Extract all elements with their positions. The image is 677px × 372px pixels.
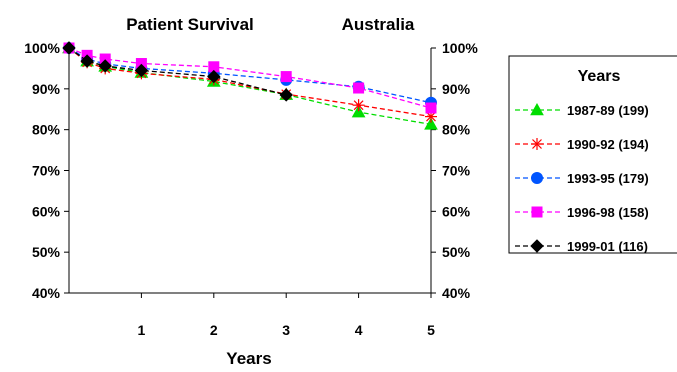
legend-items: 1987-89 (199) 1990-92 (194) 1993-95 (179) 1… [515,102,649,254]
y-tick-label-left: 100% [24,40,60,56]
legend-label: 1987-89 (199) [567,103,649,118]
legend-item: 1999-01 (116) [515,239,648,254]
legend-marker [531,138,543,150]
data-point [353,82,365,94]
series-group [62,40,438,130]
x-tick-label: 4 [355,322,363,338]
data-point [279,88,293,102]
legend-label: 1999-01 (116) [567,239,648,254]
y-tick-label-left: 90% [32,81,61,97]
data-point [80,54,94,68]
y-tick-label-right: 90% [442,81,471,97]
series-1 [63,42,437,123]
data-point [424,117,438,130]
series-2 [63,42,437,109]
x-tick-label: 3 [282,322,290,338]
legend-title: Years [578,68,621,85]
series-line [68,47,432,109]
axes [64,47,436,298]
legend-box [508,55,677,254]
data-point [425,102,437,114]
legend-marker [531,172,543,184]
legend-item: 1987-89 (199) [515,102,649,118]
legend-marker [530,102,544,116]
legend-marker [530,239,544,253]
x-tick-label: 2 [210,322,218,338]
data-point [207,69,221,84]
x-axis-label: Years [226,349,271,368]
data-point [134,63,149,78]
data-point [62,41,76,55]
legend-label: 1990-92 (194) [567,137,649,152]
y-tick-label-left: 60% [32,203,61,219]
y-tick-label-left: 40% [32,285,61,301]
tick-labels: 40% 40% 50% 50% 60% 60% 70% 70% 80% 80% 90% 90% 100%… [24,40,478,338]
legend-label: 1996-98 (158) [567,205,649,220]
series-3 [63,42,437,114]
data-point [280,71,292,83]
legend-item: 1990-92 (194) [515,137,649,152]
y-tick-label-right: 60% [442,203,471,219]
chart-subtitle: Australia [342,15,415,34]
legend-item: 1993-95 (179) [515,171,649,186]
y-tick-label-right: 40% [442,285,471,301]
series-4 [62,41,293,102]
y-tick-label-right: 70% [442,163,471,179]
series-line [68,47,432,104]
legend-marker [531,206,543,218]
y-tick-label-right: 50% [442,244,471,260]
x-tick-label: 1 [138,322,146,338]
y-tick-label-left: 70% [32,163,61,179]
y-tick-label-right: 80% [442,122,471,138]
series-line [68,47,432,118]
y-tick-label-right: 100% [442,40,478,56]
data-point [352,99,365,112]
y-tick-label-left: 50% [32,244,61,260]
data-point [351,105,366,118]
legend: Years 1987-89 (199) 1990-92 (194) 1993-95 … [508,55,677,254]
legend-item: 1996-98 (158) [515,205,649,220]
y-tick-label-left: 80% [32,122,61,138]
x-tick-label: 5 [427,322,435,338]
chart-title: Patient Survival [126,15,254,34]
legend-label: 1993-95 (179) [567,171,649,186]
data-point [98,59,112,73]
